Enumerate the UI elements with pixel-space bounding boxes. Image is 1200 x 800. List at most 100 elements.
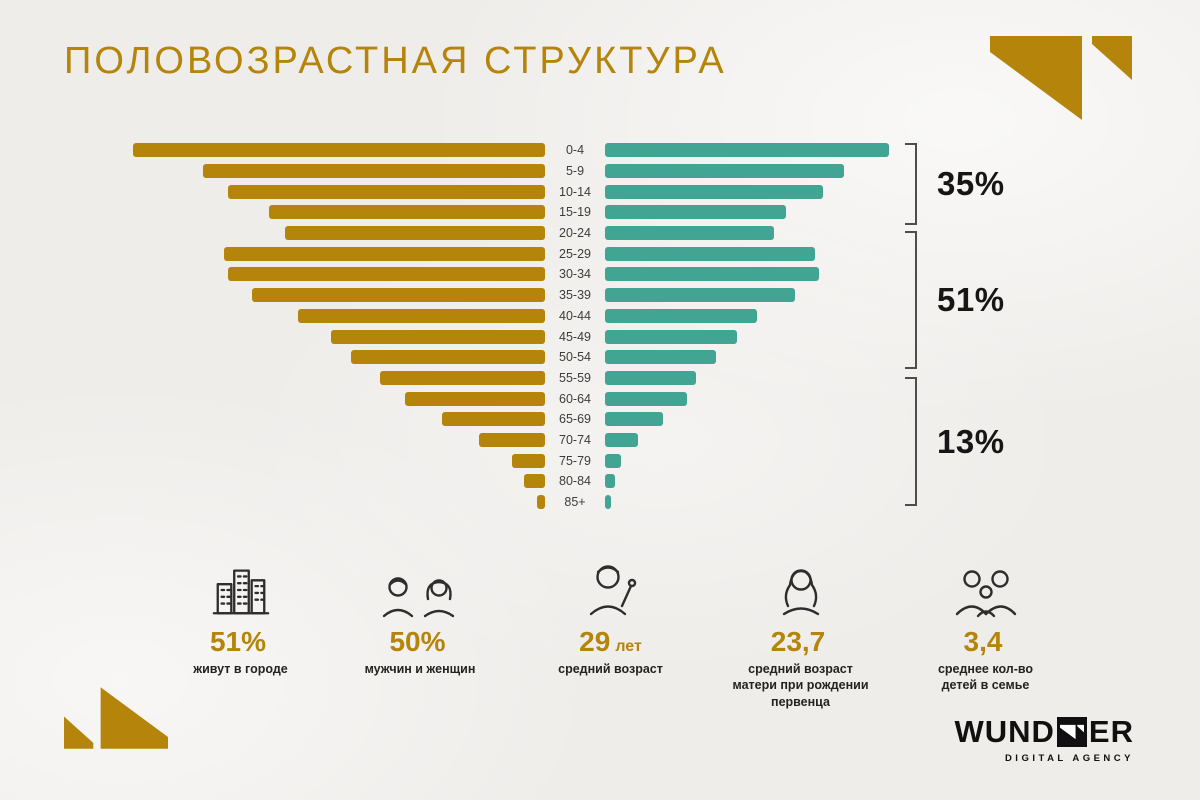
- age-label: 70-74: [559, 432, 591, 447]
- pyramid-row: 20-24: [133, 223, 895, 244]
- right-bar: [605, 391, 688, 406]
- age-label: 55-59: [559, 370, 591, 385]
- pyramid-row: 55-59: [133, 368, 895, 389]
- left-bar: [536, 495, 545, 510]
- stat-value: 51%: [209, 626, 267, 657]
- stat-value: 50%: [389, 626, 446, 657]
- left-bar: [252, 288, 545, 303]
- age-label: 25-29: [559, 246, 591, 261]
- age-label: 45-49: [559, 329, 591, 344]
- pyramid-row: 75-79: [133, 450, 895, 471]
- pyramid-row: 65-69: [133, 409, 895, 430]
- left-bar: [133, 143, 545, 158]
- pyramid-row: 25-29: [133, 243, 895, 264]
- right-bar: [605, 350, 717, 365]
- age-label: 20-24: [559, 226, 591, 241]
- left-bar: [351, 350, 545, 365]
- pyramid-row: 0-4: [133, 140, 895, 161]
- age-label: 5-9: [565, 164, 585, 179]
- stat-value: 23,7: [770, 626, 826, 657]
- percent-label: 51%: [937, 281, 1005, 318]
- pyramid-row: 85+: [133, 492, 895, 513]
- pyramid-row: 60-64: [133, 388, 895, 409]
- logo-text-right: ER: [1088, 714, 1134, 749]
- stat-mother-age: 23,7 средний возраст матери при рождении…: [698, 552, 903, 710]
- stat-urban: 51% живут в городе: [158, 552, 323, 677]
- right-bar: [605, 267, 820, 282]
- age-label: 15-19: [559, 205, 591, 220]
- logo-text-left: WUND: [954, 714, 1055, 749]
- left-bar: [442, 412, 545, 427]
- stat-value: 29 лет: [579, 626, 642, 657]
- right-bar: [605, 246, 816, 261]
- mother-icon: [773, 552, 829, 618]
- age-label: 65-69: [559, 412, 591, 427]
- pyramid: 0-4 5-9 10-14 15-19 20-24 25-29 30-34 35-39 40-4…: [133, 140, 895, 512]
- age-label: 30-34: [559, 267, 591, 282]
- percent-label: 13%: [937, 422, 1005, 460]
- young-man-icon: [583, 552, 639, 618]
- left-bar: [380, 370, 545, 385]
- stat-label: средний возраст матери при рождении перв…: [732, 662, 869, 709]
- pyramid-row: 50-54: [133, 347, 895, 368]
- pyramid-row: 70-74: [133, 430, 895, 451]
- right-bar: [605, 412, 663, 427]
- age-label: 60-64: [559, 391, 591, 406]
- stat-label: среднее кол-во детей в семье: [937, 662, 1034, 693]
- right-bar: [605, 164, 844, 179]
- left-bar: [227, 184, 545, 199]
- pyramid-row: 10-14: [133, 181, 895, 202]
- corner-flag-decoration: [64, 687, 168, 749]
- pyramid-row: 15-19: [133, 202, 895, 223]
- left-bar: [479, 432, 545, 447]
- age-label: 50-54: [559, 350, 591, 365]
- pyramid-row: 30-34: [133, 264, 895, 285]
- logo-mark-icon: [1056, 717, 1087, 747]
- logo-tagline: DIGITAL AGENCY: [1004, 753, 1134, 764]
- pyramid-row: 35-39: [133, 285, 895, 306]
- right-bar: [605, 329, 737, 344]
- wunder-logo-wordmark: WUND ER: [955, 714, 1135, 750]
- stat-label: средний возраст: [558, 662, 663, 676]
- man-woman-icon: [381, 552, 459, 618]
- stat-children: 3,4 среднее кол-во детей в семье: [893, 552, 1078, 694]
- pyramid-row: 80-84: [133, 471, 895, 492]
- percent-label: 35%: [937, 165, 1005, 202]
- age-label: 85+: [564, 495, 586, 510]
- wunder-logo: WUND ER DIGITAL AGENCY: [955, 714, 1135, 764]
- age-label: 10-14: [559, 184, 591, 199]
- left-bar: [404, 391, 545, 406]
- right-bar: [605, 288, 795, 303]
- left-bar: [524, 474, 545, 489]
- left-bar: [223, 246, 545, 261]
- right-bar: [605, 432, 638, 447]
- left-bar: [285, 226, 545, 241]
- age-label: 75-79: [559, 453, 591, 468]
- family-icon: [953, 552, 1019, 618]
- bracket-senior: 13%: [905, 377, 1004, 506]
- pyramid-row: 45-49: [133, 326, 895, 347]
- city-icon: [210, 552, 272, 618]
- age-label: 40-44: [559, 308, 591, 323]
- page-title: ПОЛОВОЗРАСТНАЯ СТРУКТУРА: [64, 40, 727, 82]
- right-bar: [605, 453, 622, 468]
- left-bar: [330, 329, 545, 344]
- left-bar: [203, 164, 545, 179]
- stat-average-age: 29 лет средний возраст: [523, 552, 698, 677]
- right-bar: [605, 474, 616, 489]
- right-bar: [605, 308, 758, 323]
- right-bar: [605, 370, 696, 385]
- right-bar: [605, 495, 612, 510]
- right-bar: [605, 184, 824, 199]
- corner-flag-decoration: [990, 36, 1132, 120]
- bracket-middle: 51%: [905, 231, 1004, 369]
- stat-value: 3,4: [963, 626, 1003, 657]
- age-label: 0-4: [565, 143, 585, 158]
- right-bar: [605, 226, 774, 241]
- right-bar: [605, 205, 787, 220]
- age-label: 80-84: [559, 474, 591, 489]
- left-bar: [268, 205, 545, 220]
- left-bar: [297, 308, 545, 323]
- right-bar: [605, 143, 890, 158]
